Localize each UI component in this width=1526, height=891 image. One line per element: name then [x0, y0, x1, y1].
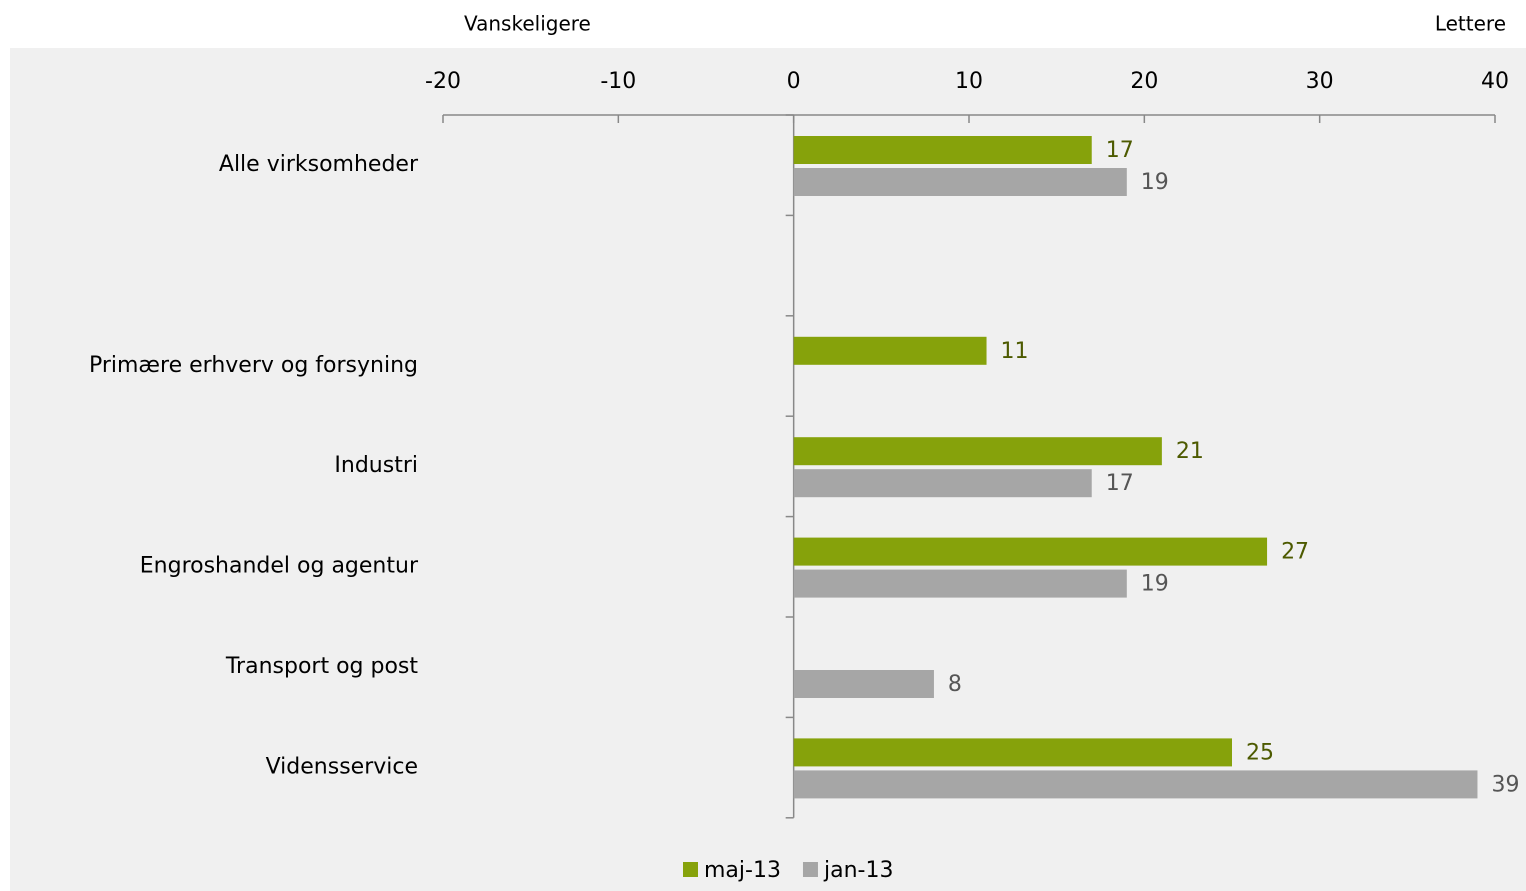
- x-tick-label: 10: [955, 69, 983, 94]
- bar: [793, 336, 987, 365]
- legend-swatch: [802, 862, 818, 877]
- value-label: 11: [1001, 339, 1029, 364]
- value-label: 19: [1141, 572, 1169, 597]
- x-tick-label: 30: [1306, 69, 1334, 94]
- y-tick-label: Transport og post: [225, 654, 419, 679]
- y-tick-label: Industri: [334, 453, 418, 478]
- annotation-right: Lettere: [1435, 12, 1506, 36]
- value-label: 17: [1106, 471, 1134, 496]
- value-label: 21: [1176, 439, 1204, 464]
- legend-swatch: [683, 862, 698, 877]
- bar: [793, 569, 1127, 598]
- x-tick-label: 40: [1481, 69, 1509, 94]
- legend-label: maj-13: [704, 858, 781, 883]
- plot-background: [10, 48, 1526, 891]
- x-tick-label: 0: [787, 69, 801, 94]
- bar: [793, 469, 1092, 498]
- bar: [793, 437, 1162, 466]
- bar: [793, 770, 1478, 799]
- legend-label: jan-13: [823, 858, 893, 883]
- value-label: 8: [948, 672, 962, 697]
- value-label: 19: [1141, 170, 1169, 195]
- x-tick-label: 20: [1130, 69, 1158, 94]
- y-tick-label: Alle virksomheder: [219, 152, 419, 177]
- value-label: 17: [1106, 138, 1134, 163]
- x-tick-label: -10: [600, 69, 636, 94]
- bar: [793, 670, 934, 698]
- x-tick-label: -20: [425, 69, 461, 94]
- bar: [793, 168, 1127, 196]
- bar: [793, 537, 1268, 566]
- y-tick-label: Engroshandel og agentur: [140, 554, 419, 579]
- y-tick-label: Primære erhverv og forsyning: [89, 353, 418, 378]
- value-label: 39: [1491, 772, 1519, 797]
- value-label: 27: [1281, 540, 1309, 565]
- bar: [793, 136, 1092, 164]
- value-label: 25: [1246, 740, 1274, 765]
- bar: [793, 738, 1232, 767]
- annotation-left: Vanskeligere: [464, 12, 591, 36]
- y-tick-label: Vidensservice: [266, 754, 418, 779]
